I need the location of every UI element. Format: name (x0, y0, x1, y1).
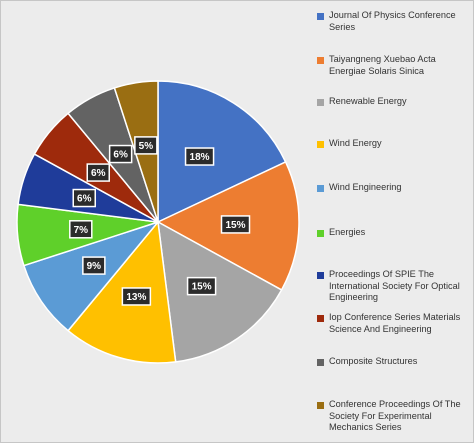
legend-item-2: Renewable Energy (317, 96, 473, 108)
legend-swatch (317, 230, 324, 237)
data-label-box (69, 220, 93, 239)
legend: Journal Of Physics Conference Series Taiy… (317, 1, 474, 444)
legend-swatch (317, 57, 324, 64)
legend-label: Proceedings Of SPIE The International So… (329, 269, 460, 302)
data-label-0: 18% (184, 147, 215, 166)
legend-item-9: Conference Proceedings Of The Society Fo… (317, 399, 473, 434)
data-label-box (86, 163, 110, 182)
pie-data-labels: 18% 15% 15% 13% 9% 7% 6% 6% 6% 5% (69, 136, 251, 306)
legend-swatch (317, 315, 324, 322)
data-label-text: 18% (190, 152, 210, 163)
legend-item-5: Energies (317, 227, 473, 239)
data-label-text: 6% (77, 194, 92, 205)
legend-label: Conference Proceedings Of The Society Fo… (329, 399, 461, 432)
legend-label: Wind Energy (329, 138, 382, 148)
data-label-text: 6% (91, 168, 106, 179)
data-label-8: 6% (108, 144, 133, 164)
data-label-box (121, 287, 152, 306)
data-label-box (82, 256, 106, 275)
data-label-box (134, 136, 158, 155)
legend-item-6: Proceedings Of SPIE The International So… (317, 269, 473, 304)
pie-slice-0 (157, 80, 287, 224)
data-label-3: 13% (121, 287, 152, 306)
pie-slice-4 (22, 220, 161, 332)
legend-label: Wind Engineering (329, 182, 402, 192)
legend-label: Journal Of Physics Conference Series (329, 10, 456, 32)
pie-plot: 18% 15% 15% 13% 9% 7% 6% 6% 6% 5% (16, 80, 300, 364)
data-label-box (72, 188, 96, 208)
data-label-text: 9% (87, 261, 102, 272)
data-label-text: 7% (74, 225, 89, 236)
legend-swatch (317, 141, 324, 148)
data-label-6: 6% (72, 188, 96, 208)
legend-item-4: Wind Engineering (317, 182, 473, 194)
legend-swatch (317, 402, 324, 409)
legend-item-7: Iop Conference Series Materials Science … (317, 312, 473, 335)
legend-swatch (317, 185, 324, 192)
data-label-text: 13% (126, 292, 146, 303)
data-label-7: 6% (86, 163, 110, 182)
pie-slice-2 (157, 220, 283, 363)
data-label-4: 9% (82, 256, 106, 275)
legend-label: Renewable Energy (329, 96, 407, 106)
legend-label: Composite Structures (329, 356, 418, 366)
data-label-5: 7% (69, 220, 93, 239)
legend-label: Iop Conference Series Materials Science … (329, 312, 461, 334)
legend-swatch (317, 359, 324, 366)
data-label-1: 15% (220, 215, 251, 234)
data-label-text: 15% (226, 220, 246, 231)
legend-label: Energies (329, 227, 366, 237)
legend-item-0: Journal Of Physics Conference Series (317, 10, 473, 33)
legend-item-8: Composite Structures (317, 356, 473, 368)
data-label-box (108, 144, 133, 164)
data-label-9: 5% (134, 136, 158, 155)
data-label-box (184, 147, 215, 166)
pie-slices (16, 80, 300, 364)
data-label-2: 15% (186, 276, 217, 296)
data-label-box (186, 276, 217, 296)
data-label-text: 5% (139, 141, 154, 152)
data-label-text: 15% (192, 282, 212, 293)
legend-swatch (317, 13, 324, 20)
legend-item-3: Wind Energy (317, 138, 473, 150)
legend-item-1: Taiyangneng Xuebao Acta Energiae Solaris… (317, 54, 473, 77)
legend-label: Taiyangneng Xuebao Acta Energiae Solaris… (329, 54, 436, 76)
data-label-box (220, 215, 251, 234)
legend-swatch (317, 99, 324, 106)
data-label-text: 6% (113, 150, 128, 161)
legend-swatch (317, 272, 324, 279)
